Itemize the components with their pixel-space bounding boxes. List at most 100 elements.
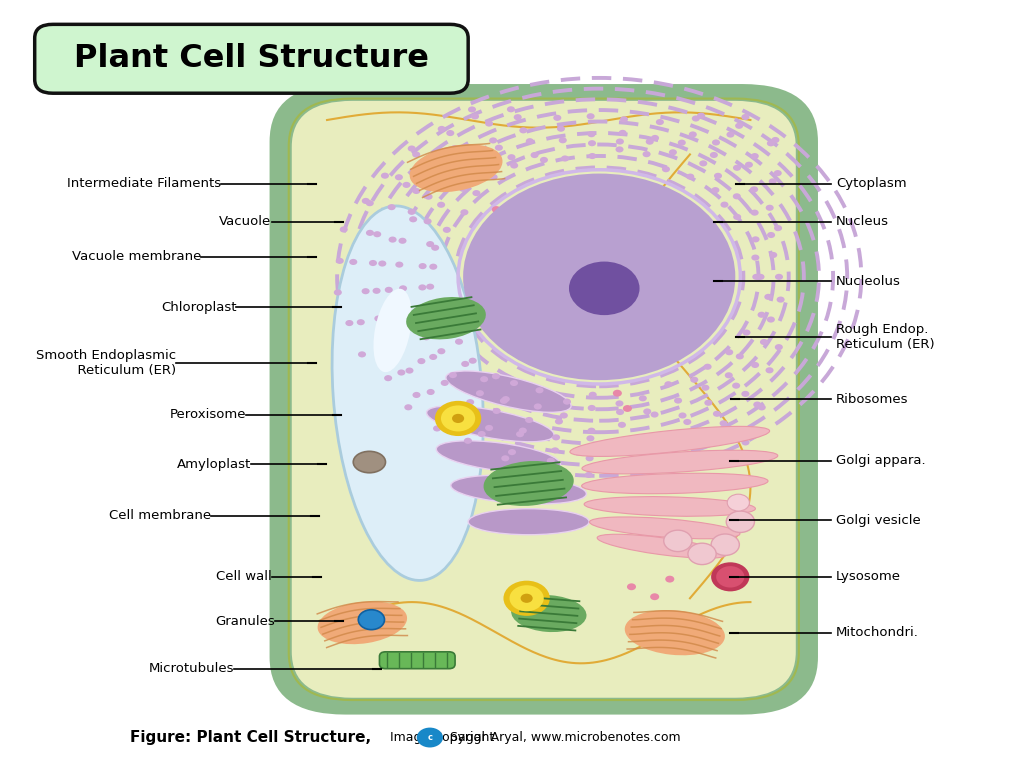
Ellipse shape bbox=[410, 144, 503, 192]
Ellipse shape bbox=[563, 399, 571, 405]
Ellipse shape bbox=[674, 398, 682, 404]
Ellipse shape bbox=[735, 123, 743, 129]
Ellipse shape bbox=[375, 316, 382, 322]
Ellipse shape bbox=[485, 121, 494, 127]
Text: Mitochondri.: Mitochondri. bbox=[837, 626, 919, 639]
Ellipse shape bbox=[461, 361, 469, 367]
Ellipse shape bbox=[588, 131, 596, 137]
Ellipse shape bbox=[774, 170, 781, 176]
Ellipse shape bbox=[519, 428, 526, 434]
Ellipse shape bbox=[713, 411, 721, 417]
Ellipse shape bbox=[358, 351, 366, 357]
Ellipse shape bbox=[751, 210, 759, 216]
FancyBboxPatch shape bbox=[292, 101, 796, 698]
Ellipse shape bbox=[510, 585, 544, 611]
Ellipse shape bbox=[776, 296, 784, 303]
Ellipse shape bbox=[358, 610, 384, 630]
Ellipse shape bbox=[495, 144, 503, 151]
Ellipse shape bbox=[586, 445, 594, 452]
Ellipse shape bbox=[692, 115, 699, 121]
Ellipse shape bbox=[395, 174, 402, 180]
Ellipse shape bbox=[537, 214, 546, 220]
FancyBboxPatch shape bbox=[35, 25, 468, 93]
Ellipse shape bbox=[492, 206, 501, 213]
Ellipse shape bbox=[560, 412, 568, 419]
Ellipse shape bbox=[678, 140, 686, 146]
Ellipse shape bbox=[408, 209, 416, 215]
Ellipse shape bbox=[502, 396, 510, 402]
Ellipse shape bbox=[406, 368, 414, 374]
Text: Figure: Plant Cell Structure,: Figure: Plant Cell Structure, bbox=[130, 730, 372, 745]
Text: Vacuole: Vacuole bbox=[219, 215, 271, 228]
Ellipse shape bbox=[725, 372, 733, 379]
Ellipse shape bbox=[446, 130, 455, 136]
Ellipse shape bbox=[615, 400, 624, 406]
Ellipse shape bbox=[417, 306, 425, 312]
Ellipse shape bbox=[413, 188, 420, 194]
Ellipse shape bbox=[760, 339, 768, 345]
Ellipse shape bbox=[426, 283, 434, 290]
Ellipse shape bbox=[477, 431, 485, 437]
Ellipse shape bbox=[399, 285, 408, 291]
Ellipse shape bbox=[398, 238, 407, 243]
Ellipse shape bbox=[446, 177, 455, 184]
Ellipse shape bbox=[451, 475, 587, 504]
Ellipse shape bbox=[769, 178, 777, 184]
Text: Intermediate Filaments: Intermediate Filaments bbox=[67, 177, 221, 190]
Ellipse shape bbox=[403, 308, 412, 314]
Ellipse shape bbox=[650, 594, 659, 600]
Text: Amyloplast: Amyloplast bbox=[177, 458, 252, 471]
Ellipse shape bbox=[388, 204, 395, 210]
Ellipse shape bbox=[699, 161, 708, 167]
Ellipse shape bbox=[721, 201, 728, 207]
Ellipse shape bbox=[440, 321, 449, 327]
Ellipse shape bbox=[588, 140, 596, 146]
Ellipse shape bbox=[408, 145, 416, 151]
Ellipse shape bbox=[373, 288, 381, 294]
Ellipse shape bbox=[510, 163, 518, 168]
Ellipse shape bbox=[466, 399, 474, 406]
Ellipse shape bbox=[712, 187, 720, 194]
Ellipse shape bbox=[431, 325, 439, 331]
Ellipse shape bbox=[440, 380, 449, 386]
Ellipse shape bbox=[429, 263, 437, 270]
Ellipse shape bbox=[771, 137, 779, 143]
Ellipse shape bbox=[620, 116, 628, 122]
Ellipse shape bbox=[501, 455, 509, 462]
Ellipse shape bbox=[461, 209, 468, 215]
Ellipse shape bbox=[683, 419, 691, 425]
Ellipse shape bbox=[489, 137, 498, 144]
Text: Nucleolus: Nucleolus bbox=[837, 275, 901, 288]
Ellipse shape bbox=[588, 405, 596, 411]
Ellipse shape bbox=[500, 398, 508, 404]
Text: Nucleus: Nucleus bbox=[837, 215, 889, 228]
Ellipse shape bbox=[741, 439, 750, 445]
Ellipse shape bbox=[366, 200, 374, 207]
Ellipse shape bbox=[764, 294, 772, 300]
Ellipse shape bbox=[733, 194, 740, 200]
Ellipse shape bbox=[395, 338, 403, 344]
Ellipse shape bbox=[442, 303, 451, 310]
Ellipse shape bbox=[733, 164, 741, 170]
Text: Cell wall: Cell wall bbox=[216, 571, 271, 584]
Text: Cytoplasm: Cytoplasm bbox=[837, 177, 906, 190]
Ellipse shape bbox=[767, 141, 775, 147]
Ellipse shape bbox=[439, 165, 446, 171]
Ellipse shape bbox=[775, 274, 783, 280]
Ellipse shape bbox=[464, 438, 472, 444]
Ellipse shape bbox=[361, 198, 370, 204]
Ellipse shape bbox=[587, 113, 595, 119]
Ellipse shape bbox=[689, 131, 696, 137]
Ellipse shape bbox=[404, 404, 413, 410]
Ellipse shape bbox=[650, 412, 658, 418]
Ellipse shape bbox=[504, 581, 550, 616]
Ellipse shape bbox=[413, 151, 420, 157]
Ellipse shape bbox=[336, 258, 344, 264]
Ellipse shape bbox=[385, 286, 393, 293]
Ellipse shape bbox=[449, 372, 457, 378]
Ellipse shape bbox=[436, 441, 560, 472]
Ellipse shape bbox=[468, 508, 589, 535]
Ellipse shape bbox=[712, 140, 720, 145]
Ellipse shape bbox=[616, 409, 624, 415]
Ellipse shape bbox=[519, 127, 527, 134]
